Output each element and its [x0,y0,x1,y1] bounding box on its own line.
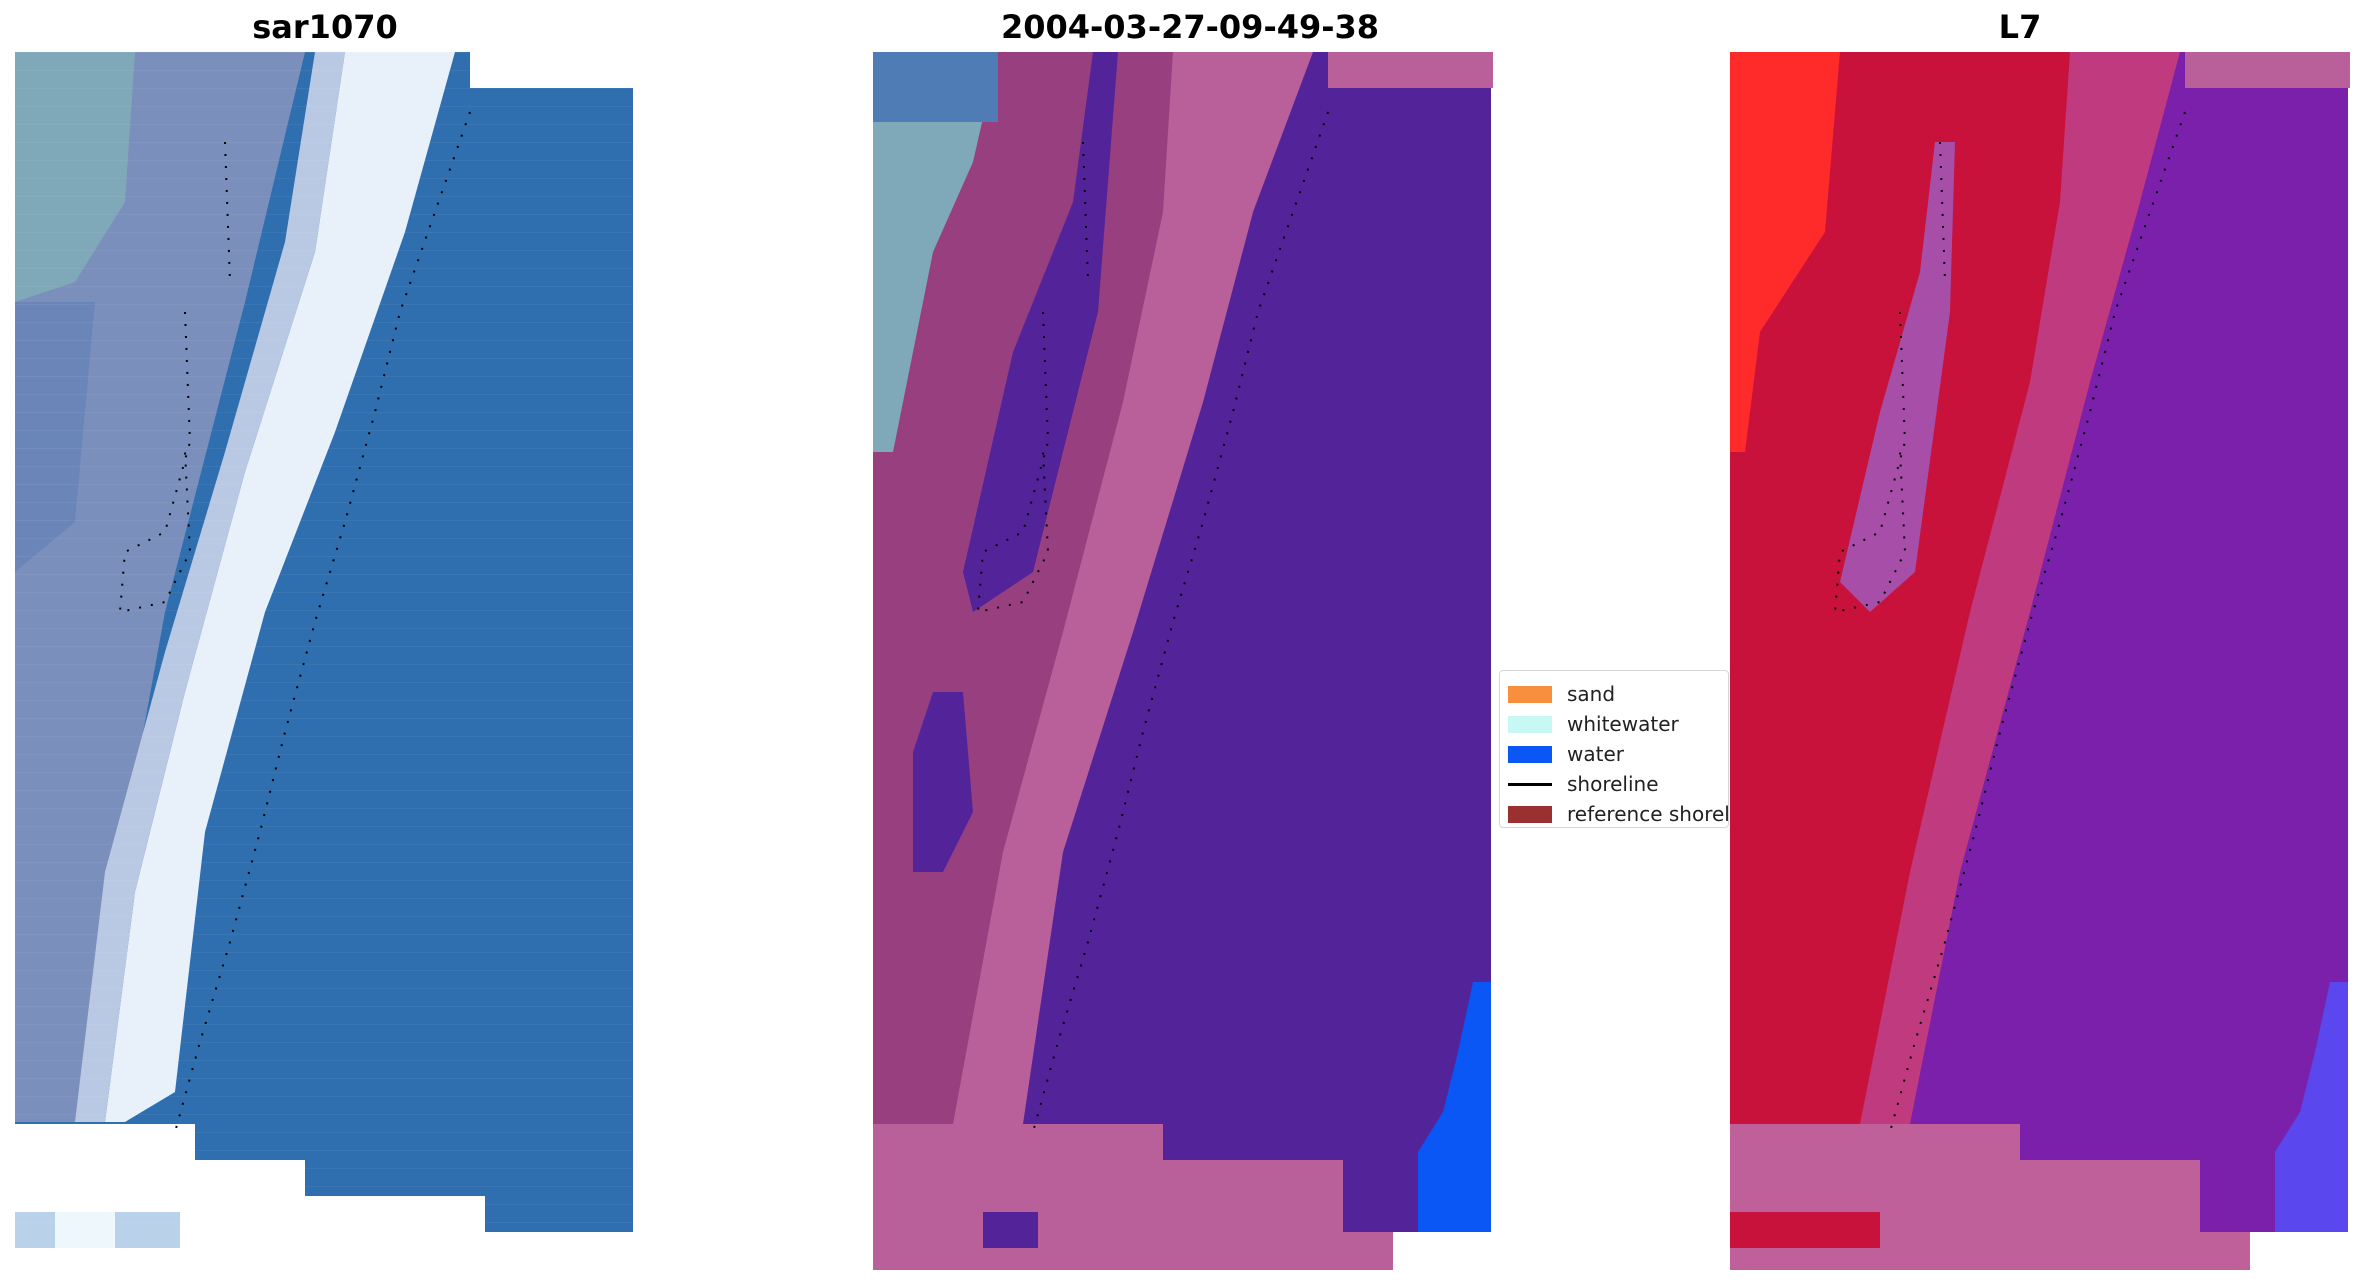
classified-bright-water [1418,982,1491,1232]
legend-item-sand: sand [1508,679,1728,709]
legend-item-water: water [1508,739,1728,769]
legend-swatch-whitewater [1508,715,1552,733]
index-topright [2185,52,2350,88]
index-land-bright [1730,52,1840,452]
legend: sand whitewater water shoreline referenc… [1499,670,1760,829]
legend-swatch-water [1508,745,1552,763]
rgb-image-panel [15,52,635,1272]
classified-image-panel [873,52,1493,1270]
classified-inner-water [963,52,1118,612]
shoreline-trace-lagoon [118,141,231,614]
legend-label-reference-shoreline: reference shoreline [1567,802,1761,826]
legend-label-water: water [1567,742,1624,766]
legend-label-shoreline: shoreline [1567,772,1659,796]
legend-label-whitewater: whitewater [1567,712,1679,736]
classified-shoreline-trace-lagoon [976,141,1089,614]
classified-topright [1328,52,1493,88]
index-image-panel [1730,52,2350,1270]
panel-title-date: 2004-03-27-09-49-38 [1000,8,1380,46]
legend-item-whitewater: whitewater [1508,709,1728,739]
classified-rgb-corner [873,52,998,452]
index-bottom-land-patch [1730,1212,1880,1248]
panel-title-index: L7 [1998,8,2042,46]
legend-swatch-sand [1508,685,1552,703]
classified-inner-water-low [913,692,973,872]
classified-bottom-water-patch [983,1212,1038,1248]
legend-item-shoreline: shoreline [1508,769,1728,799]
legend-swatch-reference-shoreline [1508,805,1552,823]
legend-item-reference-shoreline: reference shoreline [1508,799,1760,829]
classified-sand-band [953,52,1313,1124]
index-inner-water [1840,142,1955,612]
panel-title-rgb: sar1070 [252,8,398,46]
index-transition-band [1860,52,2180,1124]
index-shoreline-trace-lagoon [1833,141,1946,614]
legend-label-sand: sand [1567,682,1616,706]
classified-top-left-blue [873,52,998,122]
legend-line-shoreline [1508,782,1552,786]
index-bright-water [2275,982,2348,1232]
